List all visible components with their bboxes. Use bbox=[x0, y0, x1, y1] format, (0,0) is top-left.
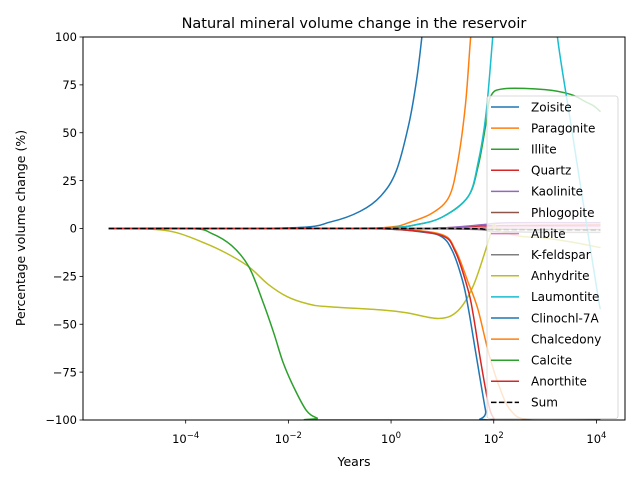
legend-label: K-feldspar bbox=[531, 248, 591, 262]
y-tick-label: −25 bbox=[53, 270, 77, 284]
legend-label: Albite bbox=[531, 227, 566, 241]
legend-label: Chalcedony bbox=[531, 332, 601, 346]
legend-label: Sum bbox=[531, 396, 558, 410]
y-tick-label: 75 bbox=[62, 78, 77, 92]
legend-label: Paragonite bbox=[531, 121, 595, 135]
ticks-layer: 10−4 10−2 100 102 104 −100 −75 −50 −25 0 25 50 75 100 bbox=[45, 30, 606, 446]
y-tick-label: −50 bbox=[53, 317, 77, 331]
legend-label: Illite bbox=[531, 143, 557, 157]
legend-label: Quartz bbox=[531, 164, 571, 178]
y-tick-label: −75 bbox=[53, 365, 77, 379]
legend-label: Clinochl-7A bbox=[531, 311, 599, 325]
legend-box bbox=[486, 95, 619, 419]
series-line-zoisite bbox=[108, 37, 423, 230]
x-tick-label: 102 bbox=[484, 431, 504, 446]
legend-label: Zoisite bbox=[531, 100, 572, 114]
legend-label: Calcite bbox=[531, 354, 572, 368]
x-axis-label: Years bbox=[337, 454, 371, 469]
y-tick-label: 25 bbox=[62, 174, 77, 188]
legend-label: Anhydrite bbox=[531, 269, 590, 283]
series-line-sum bbox=[108, 227, 601, 231]
y-tick-label: 100 bbox=[55, 30, 77, 44]
y-tick-label: 0 bbox=[70, 222, 77, 236]
x-tick-label: 10−4 bbox=[172, 431, 199, 446]
x-tick-label: 10−2 bbox=[275, 431, 302, 446]
legend: Zoisite Paragonite Illite Quartz Kaolinite Ph… bbox=[486, 95, 619, 419]
x-tick-label: 100 bbox=[381, 431, 401, 446]
legend-label: Phlogopite bbox=[531, 206, 595, 220]
y-tick-label: 50 bbox=[62, 126, 77, 140]
legend-label: Kaolinite bbox=[531, 185, 583, 199]
legend-label: Anorthite bbox=[531, 375, 587, 389]
y-axis-label: Percentage volume change (%) bbox=[13, 130, 28, 326]
x-tick-label: 104 bbox=[586, 431, 606, 446]
legend-label: Laumontite bbox=[531, 290, 599, 304]
chart-title: Natural mineral volume change in the res… bbox=[182, 16, 527, 32]
series-line-paragonite bbox=[108, 37, 472, 230]
y-tick-label: −100 bbox=[45, 413, 77, 427]
